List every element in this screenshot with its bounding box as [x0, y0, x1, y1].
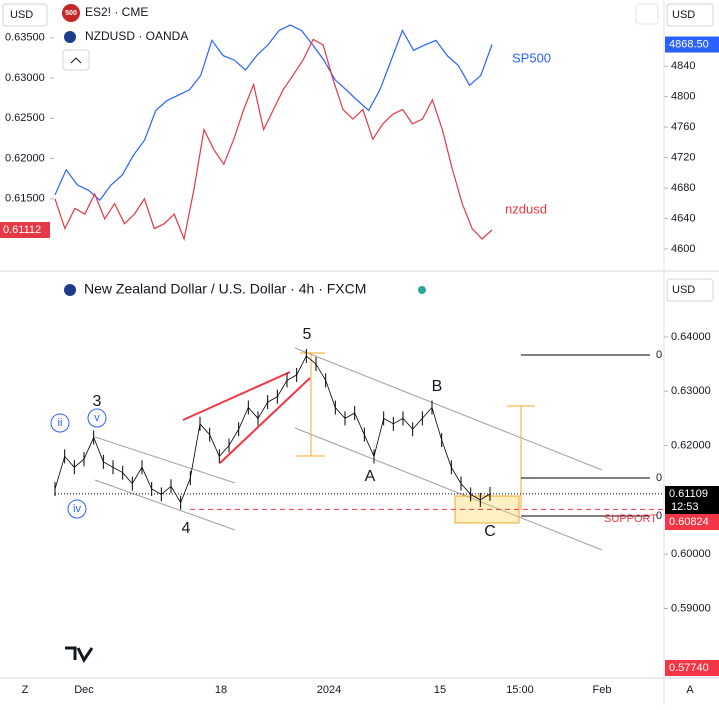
series-name: nzdusd	[505, 201, 547, 216]
y2-tick-label: 4800	[671, 91, 695, 103]
y-tick-label: 0.62000	[5, 152, 45, 164]
wedge-line	[219, 377, 311, 464]
y2-tick-label: 4840	[671, 60, 695, 72]
x-tick-label: Dec	[74, 684, 94, 696]
x-tick-label: Feb	[593, 684, 612, 696]
price-tag	[665, 514, 719, 530]
wave-label: 4	[182, 520, 191, 537]
chart-title: New Zealand Dollar / U.S. Dollar · 4h · …	[84, 281, 366, 297]
flag-icon	[64, 31, 76, 43]
currency-label: USD	[672, 9, 695, 21]
y2-tick-label: 4760	[671, 121, 695, 133]
legend-label: NZDUSD · OANDA	[85, 29, 188, 43]
wave-label: 3	[93, 393, 102, 410]
currency-label: USD	[10, 9, 33, 21]
tv-logo	[65, 646, 94, 663]
channel-line	[294, 347, 603, 471]
channel-line	[94, 479, 236, 531]
x-tick-label: 18	[215, 684, 227, 696]
line-series	[54, 24, 493, 202]
countdown-label: 12:53	[671, 501, 699, 513]
flag-icon	[64, 284, 76, 296]
price-tag-label: 0.61109	[669, 488, 708, 500]
wave-circle	[67, 499, 87, 519]
currency-button[interactable]	[666, 3, 714, 27]
support-label: SUPPORT	[604, 513, 657, 525]
pane-menu[interactable]	[635, 3, 659, 25]
legend-label: ES2! · CME	[85, 5, 148, 19]
line-series	[54, 38, 493, 242]
price-tag	[665, 486, 719, 514]
status-dot	[418, 286, 426, 294]
y-tick-label: 0.63500	[5, 32, 45, 44]
y-tick-label: 0.60000	[671, 548, 711, 560]
collapse-icon	[70, 57, 82, 64]
y-tick-label: 0.62500	[5, 112, 45, 124]
y2-tick-label: 4680	[671, 182, 695, 194]
x-tick-label: 15:00	[506, 684, 534, 696]
y-tick-label: 0.59000	[671, 602, 711, 614]
y2-tick-label: 4600	[671, 243, 695, 255]
price-tag-label: 0.60824	[669, 516, 709, 528]
price-tag-label: 0.57740	[669, 662, 709, 674]
price-tag	[665, 660, 719, 676]
y-tick-label: 0.62000	[671, 439, 711, 451]
wave-label: v	[94, 412, 100, 424]
currency-label: USD	[672, 284, 695, 296]
wave-label: 5	[303, 326, 312, 343]
wave-label: 0	[656, 349, 662, 361]
channel-line	[94, 436, 236, 484]
y-tick-label: 0.61500	[5, 193, 45, 205]
wave-circle	[87, 408, 107, 428]
zoom-button[interactable]: Z	[22, 684, 29, 696]
wave-label: ii	[58, 417, 63, 429]
currency-button[interactable]	[2, 3, 48, 27]
wave-label: 0	[656, 472, 662, 484]
x-tick-label: 2024	[317, 684, 341, 696]
wave-label: A	[365, 468, 376, 485]
collapse-button[interactable]	[62, 49, 90, 71]
x-tick-label: 15	[434, 684, 446, 696]
channel-line	[294, 427, 603, 551]
symbol-badge-text: 500	[65, 10, 77, 17]
last-price-label: 4868.50	[669, 38, 709, 50]
last-price-tag	[665, 36, 719, 53]
last-price-tag	[0, 222, 50, 239]
auto-scale-button[interactable]: A	[686, 684, 694, 696]
wave-label: 0	[656, 510, 662, 522]
series-name: SP500	[512, 50, 551, 65]
wave-label: iv	[73, 503, 81, 515]
y2-tick-label: 4720	[671, 152, 695, 164]
y2-tick-label: 4640	[671, 212, 695, 224]
currency-button[interactable]	[666, 278, 714, 302]
symbol-badge	[62, 4, 80, 22]
wave-label: B	[432, 378, 443, 395]
y-tick-label: 0.63000	[671, 385, 711, 397]
last-price-label: 0.61112	[3, 224, 41, 236]
wave-label: C	[484, 523, 496, 540]
y-tick-label: 0.63000	[5, 72, 45, 84]
price-line	[54, 355, 491, 504]
wedge-line	[182, 371, 291, 421]
y-tick-label: 0.64000	[671, 331, 711, 343]
wave-circle	[50, 413, 70, 433]
